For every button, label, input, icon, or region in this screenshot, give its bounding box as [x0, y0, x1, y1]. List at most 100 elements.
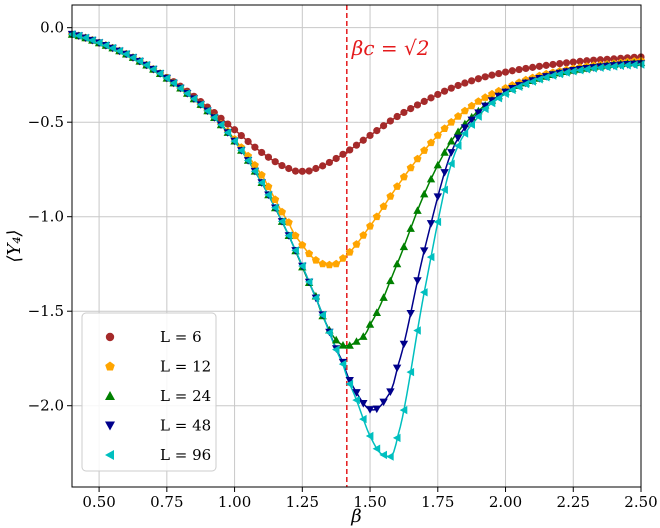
data-point [257, 170, 266, 179]
data-point [508, 67, 516, 75]
data-point [420, 247, 429, 255]
data-point [426, 220, 436, 228]
legend-marker [105, 421, 115, 431]
data-point [406, 310, 415, 318]
data-point [474, 112, 482, 121]
data-point [128, 53, 137, 62]
data-point [440, 124, 449, 132]
data-point [365, 431, 374, 441]
data-point [460, 124, 470, 132]
data-point [515, 65, 523, 74]
data-point [602, 62, 611, 72]
data-point [460, 129, 469, 138]
data-point [176, 84, 184, 93]
data-point [487, 98, 496, 108]
data-point [434, 90, 442, 99]
data-point [481, 93, 490, 101]
y-tick-label: 0.0 [40, 19, 64, 37]
data-point [142, 60, 150, 70]
data-point [311, 293, 320, 303]
data-point [298, 167, 306, 175]
data-point [332, 259, 341, 268]
data-point [399, 172, 408, 181]
data-point [338, 359, 347, 369]
legend-marker [105, 332, 115, 342]
data-point [386, 192, 395, 200]
data-point [386, 117, 394, 125]
data-point [319, 162, 327, 170]
data-point [318, 259, 327, 268]
x-tick-label: 0.50 [82, 493, 115, 511]
data-point [440, 148, 449, 156]
data-point [386, 452, 394, 461]
data-point [589, 64, 597, 73]
data-point [81, 33, 89, 42]
data-point [582, 65, 591, 74]
data-point [359, 414, 367, 424]
data-point [447, 118, 456, 126]
data-point [366, 222, 374, 230]
data-point [467, 101, 476, 110]
data-point [346, 146, 354, 154]
data-point [406, 163, 415, 172]
series-markers [67, 30, 646, 461]
data-point [453, 141, 462, 150]
x-axis-label: β [350, 506, 361, 527]
data-point [88, 36, 96, 45]
data-point [379, 450, 387, 460]
data-point [481, 102, 490, 111]
data-point [217, 114, 225, 122]
data-point [413, 277, 422, 285]
data-point [494, 94, 503, 103]
data-point [230, 136, 238, 146]
legend-label: L = 48 [160, 417, 211, 435]
x-tick-label: 1.25 [286, 493, 319, 511]
y-tick-label: −1.0 [28, 208, 64, 226]
legend: L = 6 L = 12 L = 24 L = 48 L = 96 [81, 312, 217, 472]
data-point [332, 335, 341, 344]
data-point [616, 61, 624, 70]
data-point [216, 120, 225, 129]
legend-label: L = 24 [160, 387, 211, 405]
data-point [440, 169, 449, 177]
legend-label: L = 12 [160, 358, 211, 376]
data-point [420, 146, 429, 154]
axis-ticks: 0.50 0.75 1.00 1.25 1.50 1.75 2.00 2.25 2.50 0.0 −… [28, 19, 658, 511]
data-point [271, 158, 279, 166]
data-point [298, 240, 307, 249]
data-point [250, 167, 259, 176]
data-point [521, 79, 530, 89]
x-tick-label: 1.75 [421, 493, 454, 511]
data-point [603, 55, 611, 63]
data-point [359, 231, 368, 239]
plot-frame [71, 4, 642, 488]
data-point [210, 113, 218, 122]
data-point [345, 379, 354, 389]
data-point [189, 94, 198, 103]
data-point [514, 82, 523, 91]
data-point [372, 212, 381, 221]
data-point [426, 252, 435, 262]
data-point [501, 89, 509, 98]
data-point [386, 388, 395, 396]
data-point [284, 231, 293, 240]
data-point [74, 31, 83, 40]
data-point [460, 106, 469, 115]
data-point [433, 217, 442, 227]
data-point [529, 63, 537, 71]
data-point [508, 85, 516, 95]
data-point [115, 46, 123, 56]
data-point [339, 254, 347, 262]
x-tick-label: 0.75 [150, 493, 183, 511]
data-point [237, 131, 245, 140]
data-point [365, 406, 375, 414]
data-point [427, 94, 435, 102]
data-point [453, 127, 463, 135]
data-point [406, 367, 415, 377]
data-point [481, 73, 489, 81]
data-point [433, 160, 442, 169]
data-point [372, 308, 381, 316]
data-point [542, 61, 550, 69]
data-point [135, 57, 144, 66]
